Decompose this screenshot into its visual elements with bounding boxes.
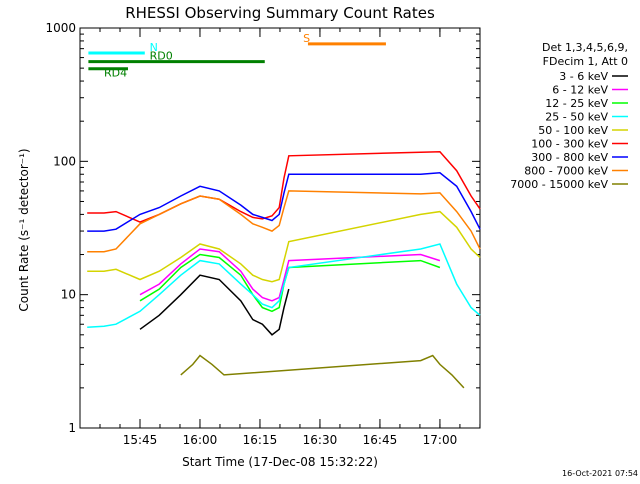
flag-label: N bbox=[150, 41, 158, 54]
series-line bbox=[87, 150, 481, 223]
x-tick-label: 16:45 bbox=[363, 433, 398, 447]
timestamp-stamp: 16-Oct-2021 07:54 bbox=[562, 469, 638, 478]
y-tick-label: 100 bbox=[53, 154, 76, 168]
series-line bbox=[139, 253, 441, 313]
y-tick-labels: 1 10 100 1000 bbox=[45, 21, 76, 435]
legend-header: FDecim 1, Att 0 bbox=[543, 55, 628, 68]
x-tick-label: 15:45 bbox=[123, 433, 158, 447]
flag-label: RD4 bbox=[104, 67, 127, 80]
y-tick-label: 10 bbox=[61, 288, 76, 302]
y-axis-label: Count Rate (s⁻¹ detector⁻¹) bbox=[17, 148, 31, 311]
legend-entry: 7000 - 15000 keV bbox=[510, 178, 608, 191]
x-tick-label: 17:00 bbox=[423, 433, 458, 447]
series-line bbox=[87, 190, 481, 253]
series-line bbox=[87, 172, 481, 232]
legend-entry: 3 - 6 keV bbox=[559, 70, 608, 83]
plot-frame bbox=[79, 27, 481, 429]
legend-entry: 25 - 50 keV bbox=[545, 111, 608, 124]
legend-entry: 12 - 25 keV bbox=[545, 97, 608, 110]
series-line bbox=[180, 354, 465, 389]
series-line bbox=[87, 243, 481, 328]
series-line bbox=[87, 210, 481, 283]
legend-entry: 50 - 100 keV bbox=[538, 124, 608, 137]
x-tick-label: 16:00 bbox=[183, 433, 218, 447]
y-tick-label: 1000 bbox=[45, 21, 76, 35]
series-line bbox=[139, 248, 441, 302]
series-line bbox=[139, 274, 290, 336]
flag-label: RD0 bbox=[150, 50, 173, 63]
legend-entry: 6 - 12 keV bbox=[552, 84, 608, 97]
flag-label: S bbox=[303, 32, 310, 45]
x-axis-label: Start Time (17-Dec-08 15:32:22) bbox=[182, 455, 378, 469]
x-tick-label: 16:30 bbox=[303, 433, 338, 447]
x-tick-labels: 15:45 16:00 16:15 16:30 16:45 17:00 bbox=[123, 433, 458, 447]
legend: Det 1,3,4,5,6,9,FDecim 1, Att 0 3 - 6 keV… bbox=[510, 41, 628, 191]
y-tick-label: 1 bbox=[68, 421, 76, 435]
legend-entry: 300 - 800 keV bbox=[531, 151, 608, 164]
legend-entry: 100 - 300 keV bbox=[531, 138, 608, 151]
legend-header: Det 1,3,4,5,6,9, bbox=[542, 41, 628, 54]
chart-title: RHESSI Observing Summary Count Rates bbox=[125, 4, 435, 22]
x-tick-label: 16:15 bbox=[243, 433, 278, 447]
series-lines bbox=[87, 150, 481, 389]
tick-marks bbox=[80, 27, 481, 429]
legend-entry: 800 - 7000 keV bbox=[524, 165, 608, 178]
